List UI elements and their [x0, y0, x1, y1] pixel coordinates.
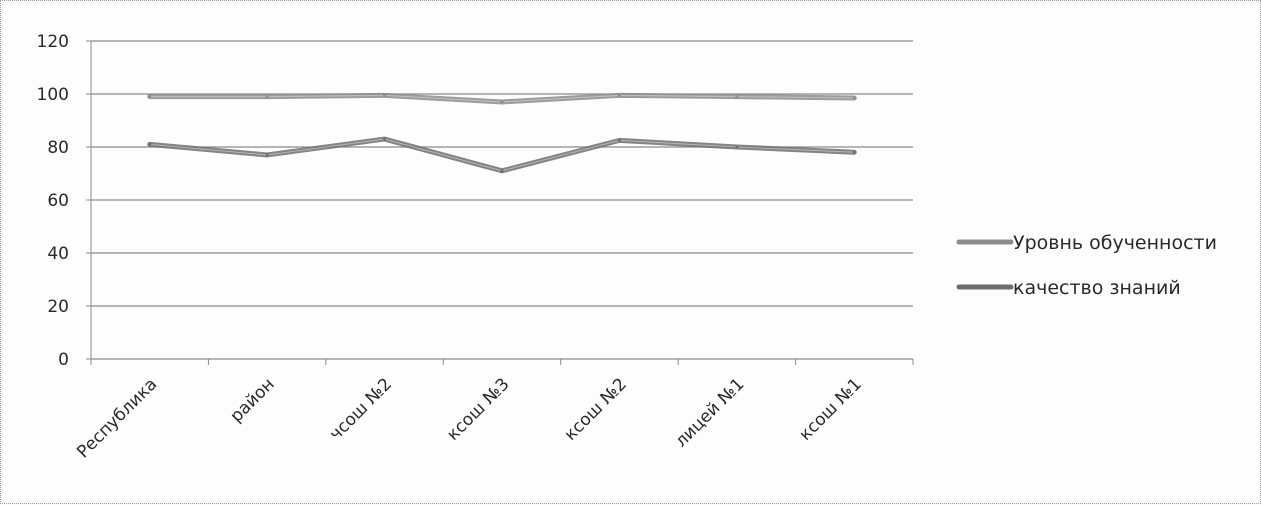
y-tick-label: 100: [37, 85, 69, 105]
data-point: [383, 93, 387, 97]
data-point: [735, 95, 739, 99]
y-tick-label: 60: [47, 191, 69, 211]
grid-layer: [91, 40, 913, 307]
data-point: [383, 137, 387, 141]
data-point: [148, 95, 152, 99]
data-point: [148, 142, 152, 146]
y-tick-label: 80: [47, 138, 69, 158]
y-tick-label: 120: [37, 32, 69, 52]
legend-label: качество знаний: [1013, 277, 1181, 299]
series-line: [147, 136, 857, 174]
data-point: [852, 96, 856, 100]
series-layer: [147, 92, 857, 174]
x-tick-label: лицей №1: [671, 374, 748, 451]
data-point: [852, 150, 856, 154]
y-tick-label: 40: [47, 244, 69, 264]
data-point: [617, 93, 621, 97]
x-tick-label: Республика: [73, 374, 161, 462]
y-tick-label: 0: [58, 350, 69, 370]
data-point: [735, 145, 739, 149]
y-tick-label: 20: [47, 297, 69, 317]
legend: Уровнь обученности качество знаний: [956, 232, 1217, 299]
x-tick-label: район: [227, 374, 279, 426]
data-point: [265, 153, 269, 157]
x-tick-label: чсош №2: [326, 374, 396, 444]
x-tick-label: ксош №1: [795, 374, 865, 444]
x-tick-label: ксош №3: [443, 374, 513, 444]
data-point: [265, 95, 269, 99]
x-tick-label: ксош №2: [561, 374, 631, 444]
legend-label: Уровнь обученности: [1013, 232, 1217, 254]
data-point: [500, 169, 504, 173]
data-point: [617, 138, 621, 142]
data-point: [500, 100, 504, 104]
